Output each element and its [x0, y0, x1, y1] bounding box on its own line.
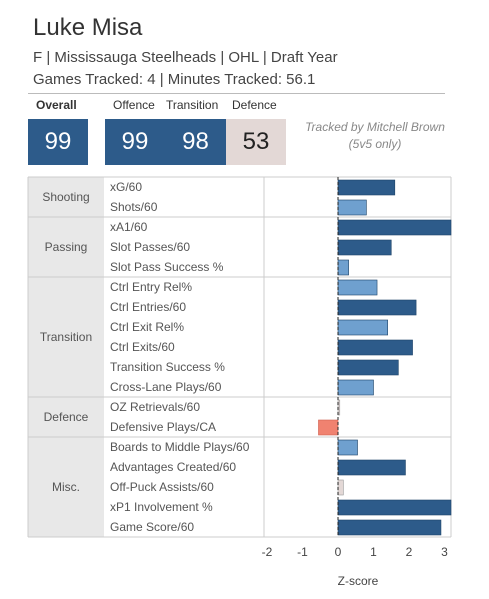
bar-8	[337, 339, 413, 356]
metric-label: Ctrl Exit Rel%	[110, 320, 184, 334]
x-tick-label: 1	[370, 545, 377, 559]
bar-9	[337, 359, 399, 376]
transition-score-box: 98	[165, 119, 226, 165]
metric-label: Shots/60	[110, 200, 158, 214]
bar-4	[337, 259, 349, 276]
metric-label: Cross-Lane Plays/60	[110, 380, 222, 394]
category-column-bg	[28, 177, 104, 537]
x-tick-label: 2	[406, 545, 413, 559]
bar-13	[337, 439, 358, 456]
bar-10	[337, 379, 374, 396]
defence-score-box: 53	[226, 119, 286, 165]
category-label: Shooting	[42, 190, 89, 204]
bar-15	[337, 479, 344, 496]
metric-label: Ctrl Entry Rel%	[110, 280, 192, 294]
x-tick-label: -1	[297, 545, 308, 559]
offence-score-box: 99	[105, 119, 165, 165]
header-divider	[28, 93, 445, 94]
category-label: Transition	[40, 330, 92, 344]
tracking-credit: Tracked by Mitchell Brown (5v5 only)	[305, 120, 445, 151]
metric-label: Advantages Created/60	[110, 460, 236, 474]
bar-3	[337, 239, 392, 256]
bar-1	[337, 199, 367, 216]
metric-label: xA1/60	[110, 220, 148, 234]
defence-label: Defence	[232, 98, 277, 112]
x-tick-label: -2	[262, 545, 273, 559]
metric-label: OZ Retrievals/60	[110, 400, 200, 414]
offence-label: Offence	[113, 98, 155, 112]
transition-label: Transition	[166, 98, 219, 112]
tracking-summary: Games Tracked: 4 | Minutes Tracked: 56.1	[33, 71, 316, 88]
bar-2	[337, 219, 452, 236]
bar-7	[337, 319, 389, 336]
x-tick-label: 0	[335, 545, 342, 559]
x-tick-label: 3	[441, 545, 448, 559]
player-name: Luke Misa	[33, 14, 143, 41]
category-label: Misc.	[52, 480, 80, 494]
x-axis-label: Z-score	[338, 574, 379, 588]
bar-17	[337, 519, 442, 536]
bar-0	[337, 179, 396, 196]
metric-label: Off-Puck Assists/60	[110, 480, 214, 494]
metric-label: Boards to Middle Plays/60	[110, 440, 250, 454]
bar-6	[337, 299, 417, 316]
player-info: F | Mississauga Steelheads | OHL | Draft…	[33, 49, 338, 66]
metric-label: Slot Pass Success %	[110, 260, 224, 274]
bar-14	[337, 459, 406, 476]
overall-label: Overall	[36, 98, 77, 112]
overall-score-box: 99	[28, 119, 88, 165]
metric-label: xP1 Involvement %	[110, 500, 213, 514]
metric-label: Defensive Plays/CA	[110, 420, 216, 434]
metric-label: Ctrl Entries/60	[110, 300, 186, 314]
metric-label: Slot Passes/60	[110, 240, 190, 254]
category-label: Passing	[45, 240, 88, 254]
bar-16	[337, 499, 452, 516]
metric-label: Ctrl Exits/60	[110, 340, 175, 354]
metric-label: Game Score/60	[110, 520, 194, 534]
bar-12	[318, 419, 339, 436]
metric-label: xG/60	[110, 180, 142, 194]
metric-label: Transition Success %	[110, 360, 225, 374]
category-label: Defence	[44, 410, 89, 424]
bar-5	[337, 279, 378, 296]
